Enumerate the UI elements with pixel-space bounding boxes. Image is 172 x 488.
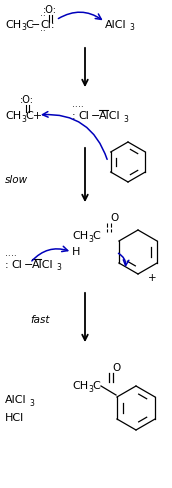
Text: ··: ··: [78, 103, 84, 113]
Text: fast: fast: [30, 315, 50, 325]
Text: AlCl: AlCl: [105, 20, 127, 30]
Text: C: C: [25, 20, 33, 30]
Text: 3: 3: [29, 399, 34, 407]
Text: :: :: [72, 111, 76, 121]
Text: ··: ··: [40, 27, 46, 37]
Text: Cl:: Cl:: [40, 20, 55, 30]
Text: 3: 3: [129, 23, 134, 33]
Text: Cl: Cl: [78, 111, 89, 121]
Text: −: −: [91, 111, 100, 121]
Text: 3: 3: [88, 235, 93, 244]
Text: :: :: [5, 260, 9, 270]
Text: ··: ··: [40, 13, 46, 21]
Text: ··: ··: [11, 252, 17, 262]
Text: C: C: [92, 231, 100, 241]
Text: −: −: [31, 20, 40, 30]
Text: O: O: [110, 213, 118, 223]
Text: CH: CH: [72, 231, 88, 241]
Text: +: +: [148, 273, 157, 283]
Text: AlCl: AlCl: [99, 111, 121, 121]
Text: AlCl: AlCl: [5, 395, 27, 405]
Text: HCl: HCl: [5, 413, 24, 423]
Text: CH: CH: [5, 111, 21, 121]
Text: 3: 3: [21, 23, 26, 33]
Text: −: −: [24, 260, 33, 270]
Text: H: H: [72, 247, 80, 257]
Text: :O:: :O:: [43, 5, 57, 15]
Text: 3: 3: [21, 115, 26, 123]
Text: 3: 3: [56, 264, 61, 272]
Text: CH: CH: [72, 381, 88, 391]
Text: O: O: [112, 363, 120, 373]
Text: :O:: :O:: [20, 95, 34, 105]
Text: 3: 3: [88, 385, 93, 393]
Text: AlCl: AlCl: [32, 260, 54, 270]
Text: slow: slow: [5, 175, 28, 185]
Text: CH: CH: [5, 20, 21, 30]
Text: ··: ··: [5, 252, 11, 262]
Text: 3: 3: [123, 115, 128, 123]
Text: C: C: [92, 381, 100, 391]
Text: Cl: Cl: [11, 260, 22, 270]
Text: ··: ··: [72, 103, 78, 113]
Text: C+: C+: [25, 111, 42, 121]
